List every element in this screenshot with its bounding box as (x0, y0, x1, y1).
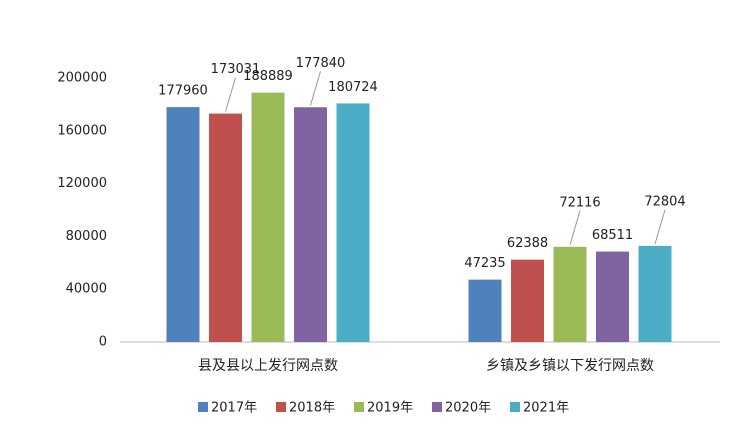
value-label: 72116 (559, 195, 600, 210)
y-tick-label: 200000 (57, 71, 107, 86)
x-tick-label: 乡镇及乡镇以下发行网点数 (486, 358, 654, 374)
legend-label: 2017年 (211, 401, 257, 416)
bar (511, 259, 544, 342)
legend-swatch (510, 402, 520, 412)
leader-line (310, 71, 321, 106)
x-tick-label: 县及县以上发行网点数 (198, 358, 338, 374)
leader-line (654, 209, 666, 245)
bar (638, 245, 672, 342)
legend-swatch (432, 402, 442, 412)
legend-swatch (198, 402, 208, 412)
y-tick-label: 80000 (66, 229, 107, 244)
value-label: 68511 (592, 228, 633, 243)
value-label: 173031 (211, 62, 261, 77)
legend-label: 2020年 (445, 401, 491, 416)
legend-swatch (276, 402, 286, 412)
legend-label: 2019年 (367, 401, 413, 416)
y-tick-label: 120000 (57, 176, 107, 191)
bar (209, 113, 242, 342)
leader-line (225, 77, 236, 112)
value-label: 188889 (243, 69, 293, 84)
bar (251, 92, 285, 342)
y-tick-label: 40000 (66, 282, 107, 297)
legend-swatch (354, 402, 364, 412)
value-label: 180724 (328, 80, 378, 95)
legend-label: 2021年 (523, 401, 569, 416)
bar (596, 251, 629, 342)
value-label: 177960 (158, 84, 208, 99)
value-label: 62388 (507, 236, 548, 251)
value-label: 72804 (644, 194, 685, 209)
value-label: 177840 (296, 56, 346, 71)
leader-line (569, 210, 581, 245)
bar (553, 246, 587, 342)
bar (166, 107, 200, 342)
bar (468, 279, 502, 342)
y-tick-label: 160000 (57, 123, 107, 138)
bar (294, 107, 327, 343)
value-label: 47235 (464, 256, 505, 271)
y-tick-label: 0 (99, 335, 107, 350)
bar (336, 103, 370, 342)
legend-label: 2018年 (289, 401, 335, 416)
